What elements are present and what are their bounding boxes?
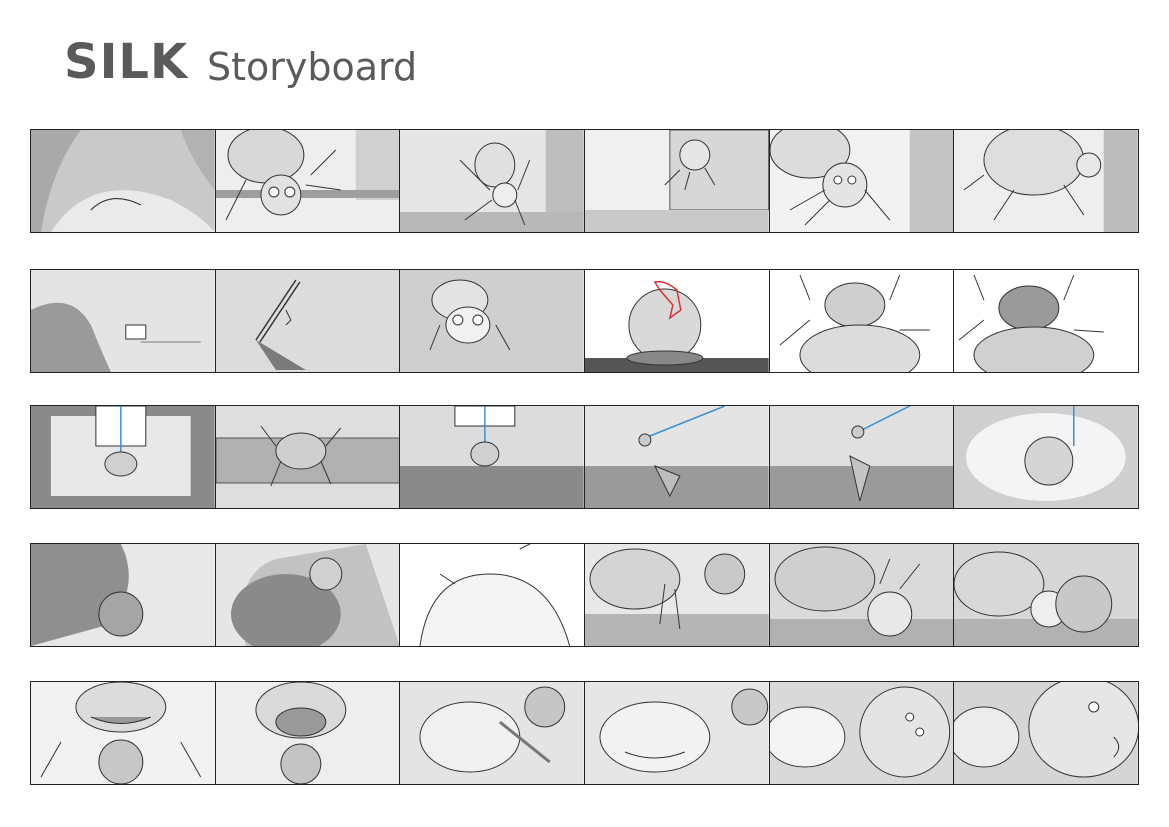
storyboard-panel: [31, 270, 216, 372]
storyboard-panel: [215, 544, 401, 646]
storyboard-panel: [769, 406, 955, 508]
storyboard-panel: [585, 544, 770, 646]
storyboard-panel: [400, 406, 586, 508]
storyboard-panel: [215, 130, 401, 232]
storyboard-panel: [400, 270, 586, 372]
storyboard-row-4: [30, 543, 1139, 647]
storyboard-row-5: [30, 681, 1139, 785]
storyboard-panel: [31, 406, 216, 508]
storyboard-panel: [215, 406, 401, 508]
storyboard-panel: [400, 682, 586, 784]
storyboard-panel: [954, 130, 1139, 232]
storyboard-panel: [585, 130, 770, 232]
storyboard-panel: [31, 130, 216, 232]
storyboard-panel: [31, 682, 216, 784]
storyboard-panel: [954, 544, 1139, 646]
storyboard-panel: [769, 130, 955, 232]
storyboard-panel: [769, 544, 955, 646]
storyboard-panel: [769, 682, 955, 784]
storyboard-panel: [400, 544, 586, 646]
storyboard-panel: [954, 406, 1139, 508]
storyboard-panel: [769, 270, 955, 372]
storyboard-row-3: [30, 405, 1139, 509]
storyboard-panel: [954, 682, 1139, 784]
storyboard-panel: [954, 270, 1139, 372]
storyboard-panel: [585, 270, 770, 372]
storyboard-panel: [400, 130, 586, 232]
storyboard-panel: [215, 270, 401, 372]
storyboard-panel: [31, 544, 216, 646]
storyboard-panel: [215, 682, 401, 784]
page-title: SILK: [64, 34, 189, 90]
page-subtitle: Storyboard: [207, 45, 418, 89]
storyboard-row-2: [30, 269, 1139, 373]
storyboard-panel: [585, 682, 770, 784]
storyboard-panel: [585, 406, 770, 508]
storyboard-row-1: [30, 129, 1139, 233]
